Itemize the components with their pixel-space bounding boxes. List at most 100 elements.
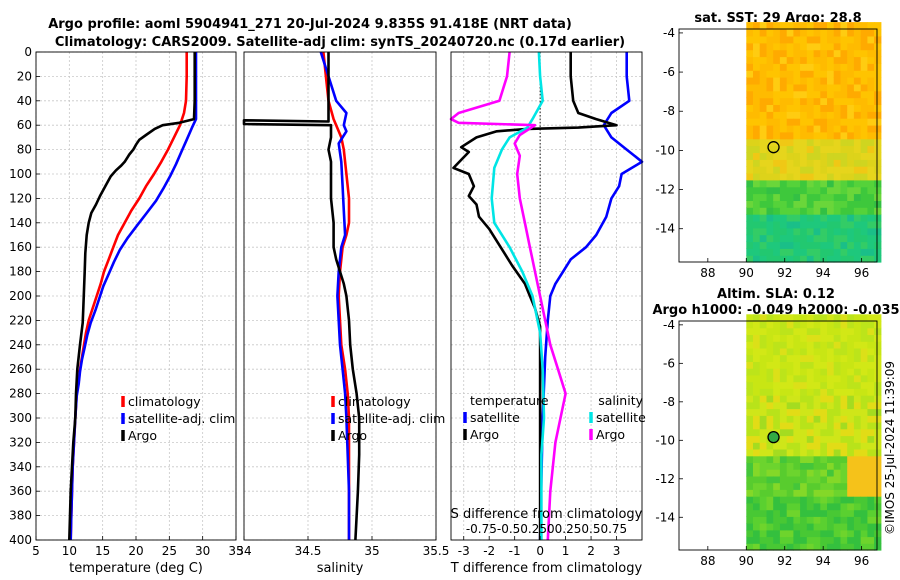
y-tick-label: 240 [9,338,32,352]
y-tick-label: -10 [655,143,675,157]
argo-location-marker [767,430,780,444]
y-tick-label: 80 [17,143,32,157]
argo-location-marker [767,141,780,154]
x-tick-label: 96 [854,554,869,568]
y-tick-label: 400 [9,533,32,547]
y-tick-label: 100 [9,167,32,181]
salinity-panel: 34 34.5 35 35.5 salinity climatology satellite… [236,51,450,576]
legend-label: climatology [128,394,201,409]
x-tick-label: 35.5 [423,544,450,558]
series-line-argo [242,52,361,541]
s-axis-label: S difference from climatology [451,507,643,522]
y-tick-label: 20 [17,69,32,83]
y-tick-label: -4 [663,318,675,332]
credit-text: ©IMOS 25-Jul-2024 11:39:09 [883,361,897,535]
axes-box [450,51,643,541]
y-tick-label: 380 [9,509,32,523]
y-tick-label: -14 [655,222,675,236]
y-tick-label: 60 [17,118,32,132]
y-tick-label: 360 [9,484,32,498]
map-frame [678,28,878,263]
series-line-s-argo [449,51,567,541]
x-tick-label: 88 [700,266,715,280]
x-tick-label: 34.5 [295,544,322,558]
legend-title-salinity: salinity [598,393,643,408]
legend-label: climatology [338,394,411,409]
x-tick-label: -2 [483,544,495,558]
y-tick-label: -12 [655,183,675,197]
legend-label: Argo [128,428,157,443]
legend-label: satellite-adj. clim [338,411,445,426]
x-tick-label: 34 [236,544,251,558]
header-line2: Climatology: CARS2009. Satellite-adj cli… [55,35,625,50]
y-tick-label: 280 [9,387,32,401]
x-tick-label: -3 [458,544,470,558]
x-tick-label: 15 [95,544,110,558]
legend-label: Argo [470,427,499,442]
y-tick-label: -10 [655,433,675,447]
y-tick-label: -4 [663,26,675,40]
y-tick-label: -14 [655,510,675,524]
x-tick-label: 96 [854,266,869,280]
x-tick-label: 94 [816,554,831,568]
map-cells [746,314,882,551]
series-line-satellite-adj-clim [319,51,351,540]
legend-title-temperature: temperature [470,393,549,408]
s-axis-tick-labels: -0.75-0.50.2500.250.50.75 [466,522,627,536]
header-line1: Argo profile: aoml 5904941_271 20-Jul-20… [48,17,572,32]
x-tick-label: -1 [509,544,521,558]
x-tick-label: 90 [739,266,754,280]
y-tick-label: -6 [663,356,675,370]
difference-panel: -3 -2 -1 0 1 2 3 T difference from climatology S… [449,51,646,576]
legend-label: satellite [596,410,646,425]
y-tick-label: 0 [24,45,32,59]
series-line-s-satellite [490,51,546,540]
sla-map-title: Altim. SLA: 0.12 [717,287,835,302]
x-tick-label: 3 [613,544,621,558]
grid [35,51,237,541]
map-cells [746,22,882,263]
x-tick-label: 1 [562,544,570,558]
x-tick-label: 0 [536,544,544,558]
legend-label: Argo [338,428,367,443]
x-axis-label: temperature (deg C) [69,561,203,576]
x-tick-label: 5 [32,544,40,558]
y-tick-label: 340 [9,460,32,474]
y-tick-label: 320 [9,435,32,449]
map-frame [678,320,878,551]
y-tick-label: 140 [9,216,32,230]
temperature-panel: 5 10 15 20 25 30 35 temperature (deg C) 0 20 40 60 8… [9,45,244,576]
legend-label: satellite [470,410,520,425]
y-tick-label: 220 [9,313,32,327]
x-tick-label: 90 [739,554,754,568]
y-tick-label: -8 [663,395,675,409]
x-tick-label: 2 [587,544,595,558]
x-tick-label: 92 [777,554,792,568]
y-tick-label: 300 [9,411,32,425]
legend-label: Argo [596,427,625,442]
sst-map: 88 90 92 94 96 -4 -6 -8 -10 -12 -14 [655,22,882,280]
x-tick-label: 10 [62,544,77,558]
y-tick-label: 160 [9,240,32,254]
x-tick-label: 94 [816,266,831,280]
x-tick-label: 30 [195,544,210,558]
x-axis-label: T difference from climatology [450,561,643,576]
sla-map: 88 90 92 94 96 -4 -6 -8 -10 -12 -14 [655,314,882,568]
y-tick-label: 180 [9,265,32,279]
y-tick-label: -6 [663,65,675,79]
axes-box [243,51,437,541]
y-tick-label: 120 [9,191,32,205]
x-tick-label: 92 [777,266,792,280]
x-tick-label: 35 [228,544,243,558]
y-tick-label: -12 [655,472,675,486]
x-tick-label: 25 [162,544,177,558]
series-line-argo [68,52,196,541]
x-tick-label: 88 [700,554,715,568]
y-tick-label: -8 [663,104,675,118]
x-tick-label: 35 [364,544,379,558]
legend-label: satellite-adj. clim [128,411,235,426]
x-axis-label: salinity [317,561,364,576]
x-tick-label: 20 [128,544,143,558]
sla-map-subtitle: Argo h1000: -0.049 h2000: -0.035 [652,303,899,318]
